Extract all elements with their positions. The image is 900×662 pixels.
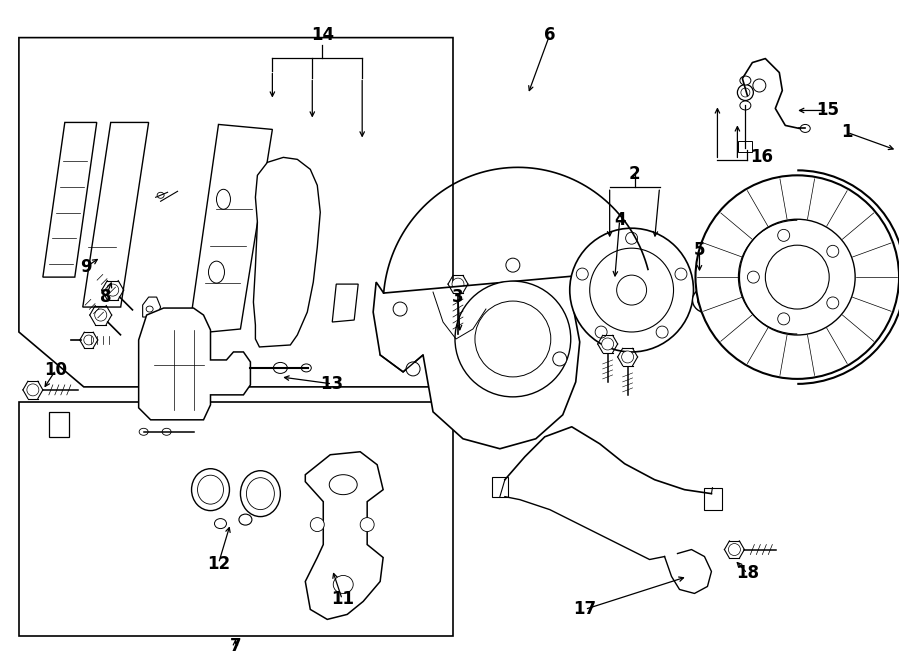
FancyBboxPatch shape [49, 412, 68, 437]
Circle shape [765, 245, 829, 309]
Circle shape [622, 351, 634, 363]
Polygon shape [188, 124, 273, 334]
Ellipse shape [704, 297, 712, 304]
Polygon shape [139, 308, 250, 420]
Ellipse shape [140, 428, 148, 436]
Ellipse shape [698, 291, 717, 308]
Ellipse shape [740, 101, 751, 110]
Ellipse shape [158, 192, 164, 199]
FancyBboxPatch shape [492, 477, 508, 496]
Ellipse shape [209, 261, 224, 283]
Ellipse shape [217, 189, 230, 209]
Ellipse shape [247, 478, 274, 510]
Circle shape [506, 258, 520, 272]
Text: 11: 11 [330, 591, 354, 608]
Polygon shape [142, 297, 160, 317]
Text: 2: 2 [629, 166, 641, 183]
Ellipse shape [274, 362, 287, 373]
Ellipse shape [192, 469, 230, 510]
FancyBboxPatch shape [705, 488, 723, 510]
Circle shape [728, 544, 741, 555]
Circle shape [602, 338, 614, 350]
Ellipse shape [692, 287, 723, 313]
Ellipse shape [333, 575, 353, 593]
Circle shape [675, 268, 687, 280]
Circle shape [656, 326, 668, 338]
Text: 8: 8 [100, 288, 112, 306]
Polygon shape [19, 402, 453, 636]
Circle shape [452, 278, 464, 290]
Circle shape [753, 79, 766, 92]
Text: 3: 3 [452, 288, 464, 306]
Circle shape [107, 284, 119, 296]
Circle shape [827, 297, 839, 309]
Circle shape [576, 268, 589, 280]
Text: 10: 10 [44, 361, 68, 379]
Circle shape [737, 85, 753, 101]
Text: 1: 1 [842, 123, 853, 142]
Circle shape [360, 518, 374, 532]
Circle shape [84, 335, 94, 345]
Text: 5: 5 [694, 241, 706, 259]
Circle shape [553, 352, 567, 366]
Circle shape [740, 219, 855, 335]
FancyBboxPatch shape [145, 323, 155, 339]
Polygon shape [19, 38, 453, 387]
Polygon shape [374, 269, 648, 449]
Ellipse shape [214, 518, 227, 528]
Text: 16: 16 [750, 148, 773, 166]
Circle shape [778, 229, 789, 242]
Circle shape [310, 518, 324, 532]
Ellipse shape [238, 514, 252, 525]
Circle shape [778, 313, 789, 325]
Circle shape [393, 302, 407, 316]
Ellipse shape [302, 364, 311, 372]
Circle shape [94, 309, 107, 321]
Text: 9: 9 [80, 258, 92, 276]
Ellipse shape [197, 475, 223, 504]
Ellipse shape [146, 306, 153, 312]
Circle shape [455, 281, 571, 397]
Circle shape [27, 384, 39, 396]
Text: 18: 18 [736, 565, 759, 583]
Circle shape [626, 232, 637, 244]
Ellipse shape [800, 124, 810, 132]
Circle shape [406, 362, 420, 376]
Circle shape [616, 275, 646, 305]
Ellipse shape [240, 471, 281, 516]
Text: 15: 15 [815, 101, 839, 119]
FancyBboxPatch shape [738, 142, 752, 152]
Text: 6: 6 [544, 26, 555, 44]
Circle shape [590, 248, 673, 332]
Polygon shape [83, 122, 148, 307]
Text: 14: 14 [310, 26, 334, 44]
Circle shape [595, 326, 608, 338]
Polygon shape [305, 451, 383, 620]
Circle shape [827, 246, 839, 258]
Circle shape [475, 301, 551, 377]
Circle shape [741, 88, 750, 97]
Circle shape [570, 228, 694, 352]
Polygon shape [43, 122, 96, 277]
Circle shape [696, 175, 899, 379]
Text: 17: 17 [573, 600, 597, 618]
Ellipse shape [162, 428, 171, 436]
Text: 12: 12 [207, 555, 230, 573]
Text: 4: 4 [614, 211, 626, 229]
Polygon shape [254, 158, 320, 347]
Ellipse shape [740, 76, 751, 85]
Text: 7: 7 [230, 638, 241, 655]
Polygon shape [332, 284, 358, 322]
Circle shape [747, 271, 760, 283]
Ellipse shape [329, 475, 357, 495]
Text: 13: 13 [320, 375, 344, 393]
